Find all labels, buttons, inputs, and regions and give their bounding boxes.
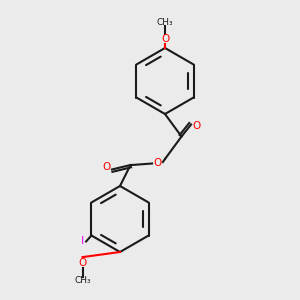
Text: O: O bbox=[161, 34, 169, 44]
Text: O: O bbox=[192, 121, 201, 131]
Text: O: O bbox=[153, 158, 162, 169]
Text: O: O bbox=[78, 257, 87, 268]
Text: CH₃: CH₃ bbox=[74, 276, 91, 285]
Text: I: I bbox=[81, 236, 84, 247]
Text: O: O bbox=[102, 161, 111, 172]
Text: CH₃: CH₃ bbox=[157, 18, 173, 27]
